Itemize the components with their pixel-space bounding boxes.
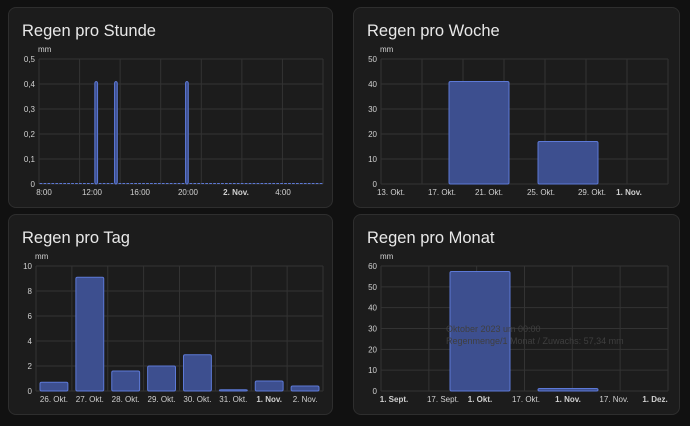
chart-bar: [114, 81, 118, 185]
tooltip-line-2: Regenmenge/1 Monat / Zuwachs: 57,34 mm: [446, 336, 624, 346]
chart-hourly[interactable]: mm 0 0,1 0,2 0,3 0,4 0,5 8:00 12:00 16:00 20:00 2. …: [9, 8, 333, 208]
y-tick-label: 0,5: [24, 55, 36, 64]
x-tick-label: 25. Okt.: [527, 188, 555, 197]
chart-bar: [537, 141, 599, 185]
x-tick-label: 17. Okt.: [428, 188, 456, 197]
x-tick-label: 21. Okt.: [475, 188, 503, 197]
x-tick-label: 17. Nov.: [599, 395, 628, 404]
x-tick-label: 1. Nov.: [555, 395, 581, 404]
x-tick-label: 30. Okt.: [183, 395, 211, 404]
x-tick-label: 2. Nov.: [223, 188, 249, 197]
y-tick-label: 0,1: [24, 155, 36, 164]
y-tick-label: 4: [28, 337, 33, 346]
y-tick-label: 50: [368, 283, 377, 292]
y-axis-unit: mm: [38, 45, 52, 54]
x-tick-label: 1. Sept.: [380, 395, 408, 404]
tooltip-line-1: Oktober 2023 um 00:00: [446, 324, 541, 334]
chart-bar: [185, 81, 189, 185]
chart-bar: [75, 276, 105, 392]
chart-card-hourly: Regen pro Stunde mm 0 0,1 0,2 0,3 0,4 0,5 8:00 1…: [8, 7, 333, 208]
y-tick-label: 0,3: [24, 105, 36, 114]
chart-daily[interactable]: mm 0 2 4 6 8 10 26. Okt. 27. Okt. 28. Okt. 29. Okt…: [9, 215, 333, 415]
chart-bar: [290, 385, 320, 392]
y-tick-label: 50: [368, 55, 377, 64]
y-tick-label: 2: [28, 362, 33, 371]
y-tick-label: 20: [368, 345, 377, 354]
x-tick-label: 1. Dez.: [642, 395, 667, 404]
x-tick-label: 1. Nov.: [256, 395, 282, 404]
y-tick-label: 20: [368, 130, 377, 139]
y-tick-label: 60: [368, 262, 377, 271]
chart-card-daily: Regen pro Tag mm 0 2 4 6 8 10 26. Okt. 27. Okt. 2…: [8, 214, 333, 415]
chart-bar: [39, 381, 69, 392]
y-tick-label: 0: [373, 387, 378, 396]
x-tick-label: 20:00: [178, 188, 199, 197]
y-tick-label: 10: [368, 155, 377, 164]
y-axis-unit: mm: [380, 252, 394, 261]
chart-monthly[interactable]: mm 0 10 20 30 40 50 60 1. Sept. 17. Sept. 1. Okt. 1…: [354, 215, 680, 415]
y-axis-unit: mm: [380, 45, 394, 54]
y-tick-label: 40: [368, 80, 377, 89]
card-title: Regen pro Tag: [22, 229, 130, 247]
chart-bar: [537, 388, 599, 392]
y-tick-label: 30: [368, 105, 377, 114]
card-title: Regen pro Stunde: [22, 22, 156, 40]
chart-bar: [183, 354, 212, 392]
y-tick-label: 10: [368, 366, 377, 375]
y-tick-label: 0: [373, 180, 378, 189]
y-tick-label: 40: [368, 304, 377, 313]
card-title: Regen pro Monat: [367, 229, 495, 247]
y-tick-label: 8: [28, 287, 33, 296]
y-tick-label: 6: [28, 312, 33, 321]
card-title: Regen pro Woche: [367, 22, 500, 40]
y-tick-label: 10: [23, 262, 32, 271]
x-tick-label: 2. Nov.: [293, 395, 318, 404]
chart-weekly[interactable]: mm 0 10 20 30 40 50 13. Okt. 17. Okt. 21. Okt. 25.…: [354, 8, 680, 208]
x-tick-label: 29. Okt.: [578, 188, 606, 197]
y-tick-label: 0,4: [24, 80, 36, 89]
x-tick-label: 12:00: [82, 188, 103, 197]
x-tick-label: 17. Okt.: [512, 395, 540, 404]
chart-bar: [449, 271, 511, 392]
x-tick-label: 1. Nov.: [616, 188, 642, 197]
chart-card-weekly: Regen pro Woche mm 0 10 20 30 40 50 13. Okt. 17.…: [353, 7, 680, 208]
chart-card-monthly: Regen pro Monat mm 0 10 20 30 40 50 60 1. Sept. 1…: [353, 214, 680, 415]
x-tick-label: 31. Okt.: [219, 395, 247, 404]
x-tick-label: 16:00: [130, 188, 151, 197]
chart-bar: [218, 389, 248, 392]
x-tick-label: 1. Okt.: [468, 395, 492, 404]
y-tick-label: 0: [28, 387, 33, 396]
x-tick-label: 26. Okt.: [40, 395, 68, 404]
y-tick-label: 0,2: [24, 130, 36, 139]
y-axis-unit: mm: [35, 252, 49, 261]
chart-bar: [111, 370, 141, 392]
x-tick-label: 28. Okt.: [112, 395, 140, 404]
x-tick-label: 27. Okt.: [76, 395, 104, 404]
y-tick-label: 0: [31, 180, 36, 189]
chart-bar: [147, 365, 176, 392]
y-tick-label: 30: [368, 325, 377, 334]
x-tick-label: 4:00: [275, 188, 291, 197]
chart-bar: [94, 81, 99, 185]
chart-bar: [448, 81, 510, 185]
x-tick-label: 13. Okt.: [377, 188, 405, 197]
x-tick-label: 29. Okt.: [148, 395, 176, 404]
x-tick-label: 17. Sept.: [427, 395, 459, 404]
chart-bar: [254, 380, 284, 392]
x-tick-label: 8:00: [36, 188, 52, 197]
